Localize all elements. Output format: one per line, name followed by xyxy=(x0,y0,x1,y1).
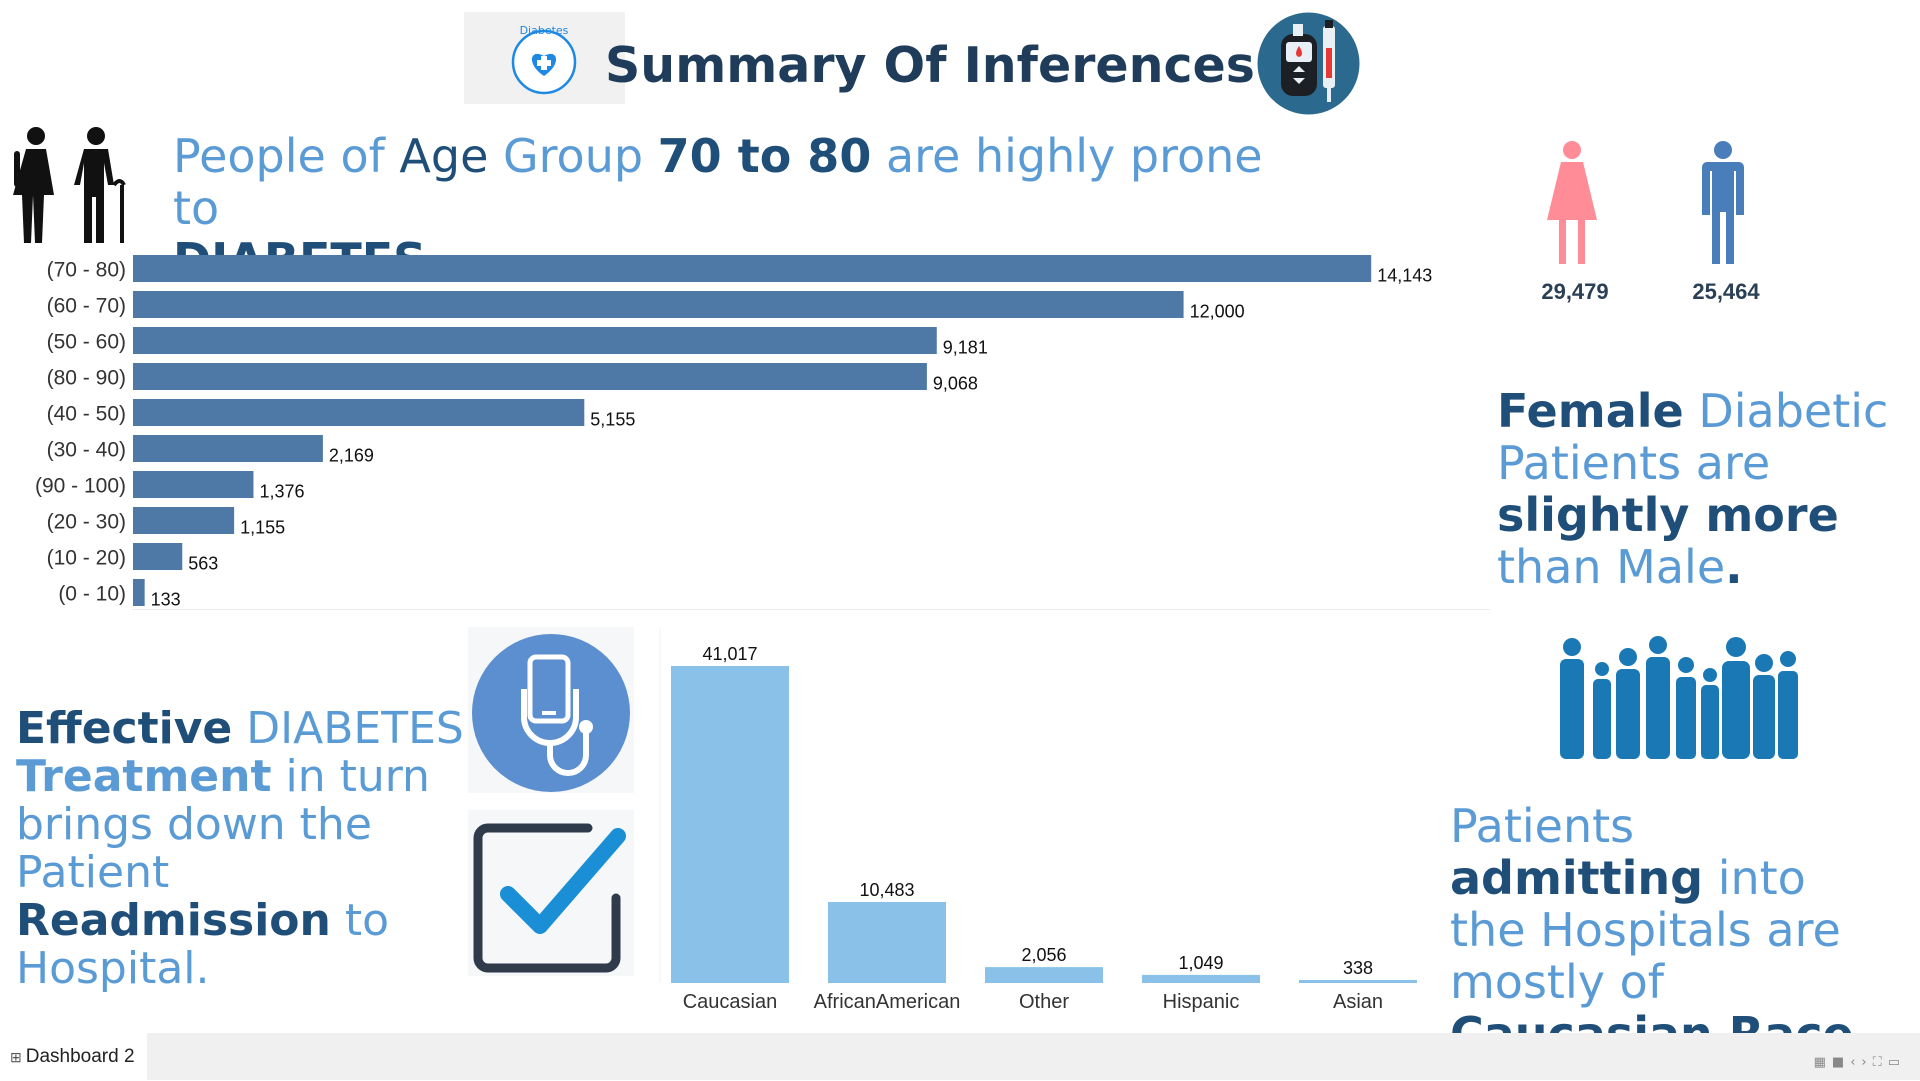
race-text-part: Patients xyxy=(1450,799,1635,853)
age-category-label: (70 - 80) xyxy=(47,259,126,282)
gender-text-slightly-more: slightly more xyxy=(1497,488,1839,542)
age-bar[interactable] xyxy=(133,255,1372,282)
age-bar[interactable] xyxy=(133,291,1184,318)
race-category-label: Asian xyxy=(1333,991,1383,1013)
age-bar-value-label: 14,143 xyxy=(1377,266,1432,286)
female-icon xyxy=(1547,141,1597,264)
age-bar-value-label: 9,181 xyxy=(943,338,988,358)
age-bar-value-label: 2,169 xyxy=(329,446,374,466)
treatment-text-part: in turn brings down the Patient xyxy=(16,751,430,898)
male-count: 25,464 xyxy=(1692,279,1760,304)
age-text-part: Group xyxy=(488,129,658,183)
age-bar-value-label: 1,376 xyxy=(259,482,304,502)
race-bar[interactable] xyxy=(1299,980,1417,983)
race-text-admitting: admitting xyxy=(1450,851,1704,905)
age-category-label: (80 - 90) xyxy=(47,367,126,390)
age-bar[interactable] xyxy=(133,507,235,534)
elderly-couple-icon xyxy=(10,125,135,245)
age-bar[interactable] xyxy=(133,543,183,570)
age-bar[interactable] xyxy=(133,399,585,426)
race-category-label: Caucasian xyxy=(683,991,778,1013)
gender-text-part: than Male xyxy=(1497,540,1726,594)
female-icon-shape xyxy=(1547,141,1597,264)
grid-icon: ⊞ xyxy=(10,1049,22,1065)
race-bar[interactable] xyxy=(671,666,789,983)
gender-text-part: Diabetic Patients are xyxy=(1497,384,1889,490)
age-category-label: (20 - 30) xyxy=(47,511,126,534)
view-controls[interactable]: ▦■‹›⛶▭ xyxy=(1814,1055,1906,1070)
gender-inference-text: Female Diabetic Patients are slightly mo… xyxy=(1497,385,1917,593)
race-bar[interactable] xyxy=(1142,974,1260,983)
race-category-label: AfricanAmerican xyxy=(814,991,961,1013)
glucometer-icon xyxy=(1257,12,1360,115)
race-bar-value-label: 1,049 xyxy=(1178,953,1223,973)
age-category-label: (10 - 20) xyxy=(47,547,126,570)
age-category-label: (50 - 60) xyxy=(47,331,126,354)
race-bar[interactable] xyxy=(985,967,1103,983)
treatment-text-part: to Hospital. xyxy=(16,895,390,994)
next-icon[interactable]: › xyxy=(1861,1055,1873,1070)
treatment-text-part: DIABETES xyxy=(232,703,464,754)
age-text-part: People of xyxy=(173,129,400,183)
age-category-label: (90 - 100) xyxy=(35,475,126,498)
treatment-text-treatment: Treatment xyxy=(16,751,272,802)
race-bar-value-label: 338 xyxy=(1343,958,1373,978)
age-category-label: (30 - 40) xyxy=(47,439,126,462)
age-text-age: Age xyxy=(399,129,489,183)
family-group-icon xyxy=(1550,635,1800,760)
treatment-text-effective: Effective xyxy=(16,703,233,754)
prev-icon[interactable]: ‹ xyxy=(1850,1055,1862,1070)
mobile-health-icon xyxy=(468,627,634,793)
grid-view-icon[interactable]: ▦ xyxy=(1813,1055,1832,1070)
age-bar-value-label: 1,155 xyxy=(240,518,285,538)
age-bar[interactable] xyxy=(133,471,254,498)
race-bar-value-label: 41,017 xyxy=(702,644,757,664)
checkbox-checked-icon xyxy=(468,810,634,976)
age-bar[interactable] xyxy=(133,579,145,606)
tab-label: Dashboard 2 xyxy=(25,1046,135,1067)
treatment-inference-text: Effective DIABETES Treatment in turn bri… xyxy=(16,705,466,993)
race-bar-value-label: 10,483 xyxy=(859,880,914,900)
race-bar-chart: 41,017 Caucasian 10,483 AfricanAmerican 2,05… xyxy=(659,628,1417,1013)
tab-dashboard-2[interactable]: ⊞ Dashboard 2 xyxy=(0,1033,147,1080)
race-category-label: Hispanic xyxy=(1163,991,1240,1013)
age-bar-value-label: 5,155 xyxy=(590,410,635,430)
diabetes-logo: Diabetes xyxy=(464,12,625,104)
fullscreen-icon[interactable]: ⛶ xyxy=(1872,1055,1888,1070)
single-view-icon[interactable]: ■ xyxy=(1831,1055,1851,1070)
age-group-bar-chart: (70 - 80) 14,143 (60 - 70) 12,000 (50 - 60) 9… xyxy=(35,255,1432,609)
age-category-label: (60 - 70) xyxy=(47,295,126,318)
present-icon[interactable]: ▭ xyxy=(1887,1055,1906,1070)
age-category-label: (0 - 10) xyxy=(58,583,126,606)
gender-text-period: . xyxy=(1725,540,1743,594)
age-bar[interactable] xyxy=(133,435,323,462)
logo-text: Diabetes xyxy=(520,24,569,37)
age-text-part: are highly prone to xyxy=(173,129,1263,235)
age-bar[interactable] xyxy=(133,327,937,354)
age-bar-value-label: 12,000 xyxy=(1190,302,1245,322)
male-icon xyxy=(1702,141,1744,264)
female-count: 29,479 xyxy=(1541,279,1609,304)
gender-text-female: Female xyxy=(1497,384,1684,438)
age-inference-text: People of Age Group 70 to 80 are highly … xyxy=(173,130,1323,286)
section-divider xyxy=(132,609,1490,610)
treatment-text-readmission: Readmission xyxy=(16,895,331,946)
age-bar-value-label: 133 xyxy=(151,590,181,609)
race-bar-value-label: 2,056 xyxy=(1021,945,1066,965)
race-inference-text: Patients admitting into the Hospitals ar… xyxy=(1450,800,1890,1060)
race-category-label: Other xyxy=(1019,991,1069,1013)
age-bar[interactable] xyxy=(133,363,927,390)
male-icon-shape xyxy=(1702,141,1744,264)
age-category-label: (40 - 50) xyxy=(47,403,126,426)
dashboard-tab-bar xyxy=(0,1033,1920,1080)
age-bar-value-label: 9,068 xyxy=(933,374,978,394)
age-text-range: 70 to 80 xyxy=(657,129,872,183)
page-title: Summary Of Inferences xyxy=(605,37,1255,94)
race-text-part: into the Hospitals are mostly of xyxy=(1450,851,1841,1009)
race-bar[interactable] xyxy=(828,901,946,983)
age-bar-value-label: 563 xyxy=(188,554,218,574)
